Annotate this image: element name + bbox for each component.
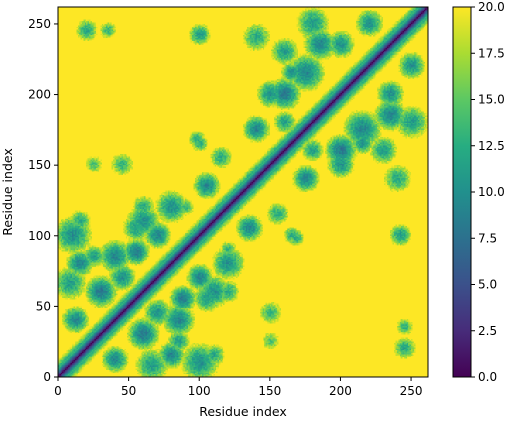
- colorbar-ticks: 0.0 2.5 5.0 7.5 10.0 12.5 15.0 17.5 20.0: [471, 0, 505, 384]
- colorbar-tick-label: 2.5: [478, 324, 497, 338]
- y-axis: 0 50 100 150 200 250: [28, 17, 58, 384]
- colorbar-tick-label: 20.0: [478, 0, 505, 14]
- x-tick-label: 0: [54, 384, 62, 398]
- heatmap: [58, 7, 428, 377]
- x-tick-label: 250: [400, 384, 423, 398]
- y-tick-label: 100: [28, 229, 51, 243]
- colorbar-tick-label: 0.0: [478, 370, 497, 384]
- heatmap-image: [58, 7, 428, 377]
- y-tick-label: 50: [36, 299, 51, 313]
- x-axis-label: Residue index: [199, 404, 287, 419]
- colorbar-tick-label: 12.5: [478, 139, 505, 153]
- y-tick-label: 200: [28, 88, 51, 102]
- colorbar-tick-label: 10.0: [478, 185, 505, 199]
- x-axis: 0 50 100 150 200 250: [54, 377, 423, 398]
- colorbar-tick-label: 5.0: [478, 278, 497, 292]
- colorbar-tick-label: 7.5: [478, 231, 497, 245]
- y-tick-label: 150: [28, 158, 51, 172]
- x-tick-label: 200: [329, 384, 352, 398]
- y-tick-label: 250: [28, 17, 51, 31]
- x-tick-label: 100: [188, 384, 211, 398]
- colorbar: [452, 6, 472, 378]
- x-tick-label: 50: [121, 384, 136, 398]
- y-axis-label: Residue index: [0, 148, 15, 236]
- x-tick-label: 150: [258, 384, 281, 398]
- colorbar-tick-label: 15.0: [478, 93, 505, 107]
- y-tick-label: 0: [43, 370, 51, 384]
- colorbar-tick-label: 17.5: [478, 46, 505, 60]
- plot-frame: [57, 6, 429, 378]
